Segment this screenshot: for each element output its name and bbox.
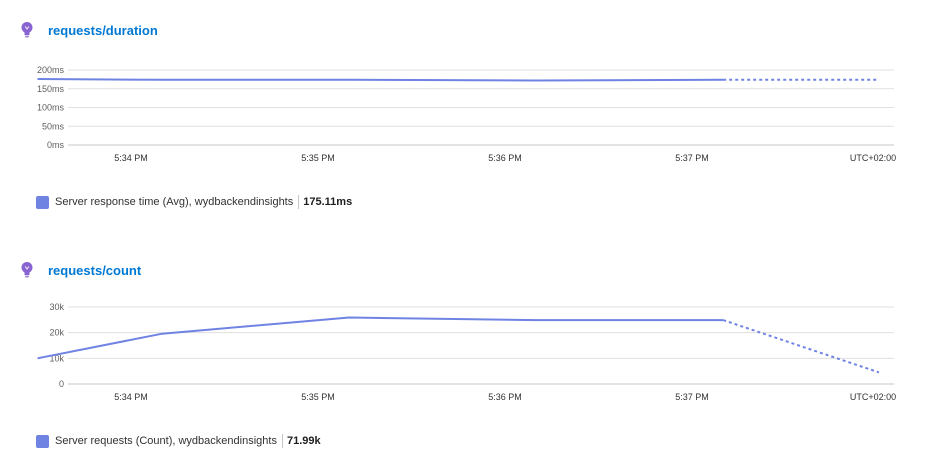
count-chart: 0 10k 20k 30k 5:34 PM 5:35 PM 5:36 PM 5:37 PM UT… (37, 302, 896, 402)
series-line[interactable] (37, 78, 724, 82)
x-tick-label: 5:35 PM (301, 392, 335, 402)
y-tick-label: 10k (49, 353, 64, 363)
duration-panel-header: requests/duration (20, 20, 158, 40)
legend-label: Server response time (Avg), wydbackendin… (55, 196, 294, 208)
legend-label: Server requests (Count), wydbackendinsig… (55, 435, 277, 447)
x-tick-label: 5:36 PM (488, 392, 522, 402)
x-tick-label: 5:36 PM (488, 153, 522, 163)
y-tick-label: 0 (59, 379, 64, 389)
legend-value: 175.11ms (303, 196, 353, 208)
lightbulb-icon (21, 262, 33, 278)
legend-swatch (36, 434, 49, 448)
timezone-label: UTC+02:00 (850, 392, 896, 402)
panel-title[interactable]: requests/duration (48, 22, 158, 38)
x-tick-label: 5:34 PM (114, 153, 148, 163)
y-tick-label: 0ms (47, 140, 65, 150)
timezone-label: UTC+02:00 (850, 153, 896, 163)
duration-chart: 0ms 50ms 100ms 150ms 200ms 5:34 PM 5:35 PM 5:36… (37, 65, 896, 163)
series-line[interactable] (37, 316, 724, 360)
y-tick-label: 100ms (37, 103, 65, 113)
panel-title[interactable]: requests/count (48, 262, 142, 278)
y-tick-label: 20k (49, 328, 64, 338)
duration-legend[interactable]: Server response time (Avg), wydbackendin… (36, 193, 352, 211)
x-tick-label: 5:37 PM (675, 153, 709, 163)
legend-swatch (36, 195, 49, 209)
x-tick-label: 5:37 PM (675, 392, 709, 402)
count-panel-header: requests/count (20, 260, 141, 280)
y-tick-label: 30k (49, 302, 64, 312)
count-legend[interactable]: Server requests (Count), wydbackendinsig… (36, 432, 321, 450)
x-tick-label: 5:34 PM (114, 392, 148, 402)
legend-divider (298, 195, 300, 209)
x-tick-label: 5:35 PM (301, 153, 335, 163)
y-tick-label: 150ms (37, 84, 65, 94)
lightbulb-icon (21, 22, 33, 38)
legend-value: 71.99k (286, 435, 321, 447)
y-tick-label: 200ms (37, 65, 65, 75)
legend-divider (281, 434, 283, 448)
series-line-projected (722, 319, 880, 374)
y-tick-label: 50ms (42, 121, 65, 131)
